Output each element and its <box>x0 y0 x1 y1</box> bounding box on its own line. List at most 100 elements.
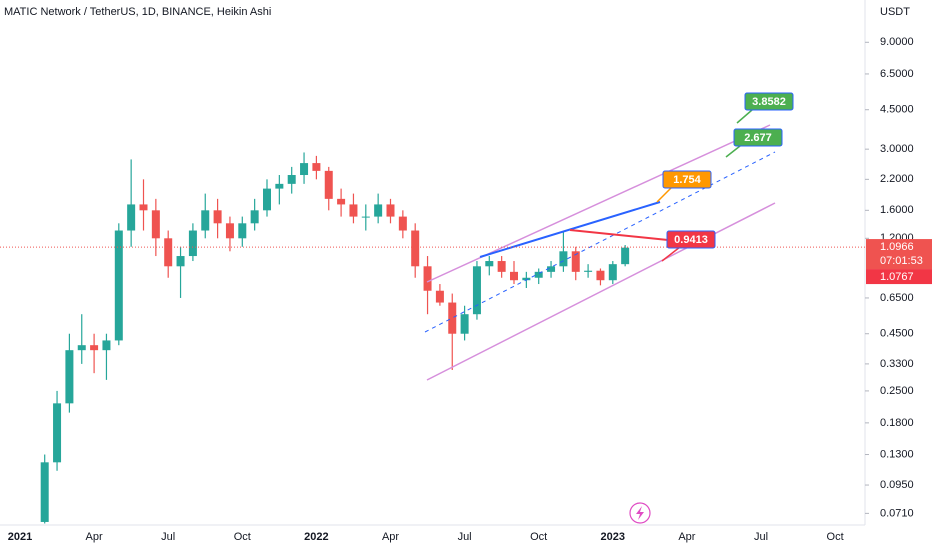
callout-box <box>666 230 716 249</box>
y-axis-label: USDT <box>880 6 910 18</box>
lightning-glyph <box>636 506 644 520</box>
callout-label: 1.754 <box>673 174 701 186</box>
candle-body <box>164 238 173 267</box>
candle-body <box>435 290 444 303</box>
y-tick-label: 0.3300 <box>880 358 914 370</box>
candle-body <box>213 210 222 224</box>
candle-body <box>534 271 543 278</box>
x-tick-label: Oct <box>234 531 251 543</box>
candle-body <box>102 340 111 351</box>
candle-body <box>571 251 580 272</box>
candle-body <box>263 188 271 211</box>
x-tick-label: 2022 <box>304 531 328 543</box>
candle-body <box>361 216 370 218</box>
y-tick-label: 6.5000 <box>880 68 914 80</box>
trend-line-red <box>569 229 669 241</box>
candle-body <box>398 216 407 231</box>
candle-body <box>53 403 62 463</box>
x-tick-label: Jul <box>754 531 768 543</box>
y-tick-label: 0.6500 <box>880 292 914 304</box>
countdown-label: 07:01:53 <box>880 255 923 267</box>
candle-body <box>510 271 518 281</box>
candle-body <box>287 175 296 184</box>
candle-body <box>300 163 309 176</box>
channel-lower <box>426 202 776 381</box>
last-price-box <box>866 239 932 270</box>
candle-body <box>374 204 383 217</box>
candle-body <box>608 264 617 281</box>
callout-pointer <box>736 109 753 124</box>
candle-body <box>460 314 469 334</box>
candle-body <box>621 247 630 265</box>
y-tick-label: 9.0000 <box>880 36 914 48</box>
candle-body <box>584 270 593 272</box>
x-tick-label: 2021 <box>8 531 32 543</box>
candle-body <box>386 204 395 217</box>
candle-body <box>312 163 321 171</box>
candle-body <box>40 462 49 522</box>
candle-body <box>423 266 432 291</box>
candle-body <box>250 210 259 224</box>
y-tick-label: 1.6000 <box>880 204 914 216</box>
candle-body <box>77 345 86 351</box>
candle-body <box>448 302 457 334</box>
candle-body <box>90 345 99 351</box>
callout-label: 0.9413 <box>674 234 708 246</box>
candle-body <box>337 198 346 205</box>
y-tick-label: 4.5000 <box>880 104 914 116</box>
candle-body <box>201 210 210 231</box>
x-tick-label: Oct <box>530 531 547 543</box>
drawings <box>424 109 776 524</box>
x-tick-label: Apr <box>382 531 399 543</box>
candle-body <box>596 270 605 281</box>
candle-body <box>65 350 74 404</box>
candle-body <box>472 266 481 315</box>
candle-body <box>188 230 197 257</box>
callout-pointer <box>656 186 673 203</box>
candle-body <box>485 261 494 267</box>
callout-label: 2.677 <box>744 132 772 144</box>
prev-price-label: 1.0767 <box>880 271 914 283</box>
candle-body <box>176 256 185 267</box>
x-tick-label: Jul <box>458 531 472 543</box>
candle-body <box>225 223 234 239</box>
callout-box <box>733 128 783 147</box>
y-tick-label: 0.1300 <box>880 448 914 460</box>
candle-body <box>114 230 123 341</box>
y-tick-label: 0.0710 <box>880 507 914 519</box>
plot-area <box>40 152 630 524</box>
y-tick-label: 0.2500 <box>880 385 914 397</box>
callout-box <box>744 92 794 111</box>
y-tick-label: 2.2000 <box>880 173 914 185</box>
candle-body <box>139 204 148 211</box>
channel-mid <box>424 151 776 333</box>
callout-pointer <box>661 246 681 262</box>
x-tick-label: Jul <box>161 531 175 543</box>
y-tick-label: 0.0950 <box>880 479 914 491</box>
y-tick-label: 0.4500 <box>880 328 914 340</box>
trend-line-blue <box>479 201 661 258</box>
prev-price-box <box>866 269 932 285</box>
x-tick-label: Oct <box>827 531 844 543</box>
candle-body <box>349 204 358 217</box>
candle-body <box>559 251 568 267</box>
candle-body <box>324 170 333 199</box>
candle-body <box>238 223 247 239</box>
x-tick-label: 2023 <box>601 531 625 543</box>
candle-body <box>497 261 506 272</box>
last-price-label: 1.0966 <box>880 241 914 253</box>
callout-label: 3.8582 <box>752 96 786 108</box>
candle-body <box>151 210 160 239</box>
candle-body <box>127 204 136 231</box>
y-tick-label: 0.1800 <box>880 417 914 429</box>
x-tick-label: Apr <box>86 531 103 543</box>
candle-body <box>547 266 556 272</box>
candle-body <box>522 277 531 281</box>
y-tick-label: 3.0000 <box>880 143 914 155</box>
callout-pointer <box>725 145 741 158</box>
callout-box <box>662 170 712 189</box>
chart-title: MATIC Network / TetherUS, 1D, BINANCE, H… <box>4 6 271 18</box>
candle-body <box>275 183 284 189</box>
